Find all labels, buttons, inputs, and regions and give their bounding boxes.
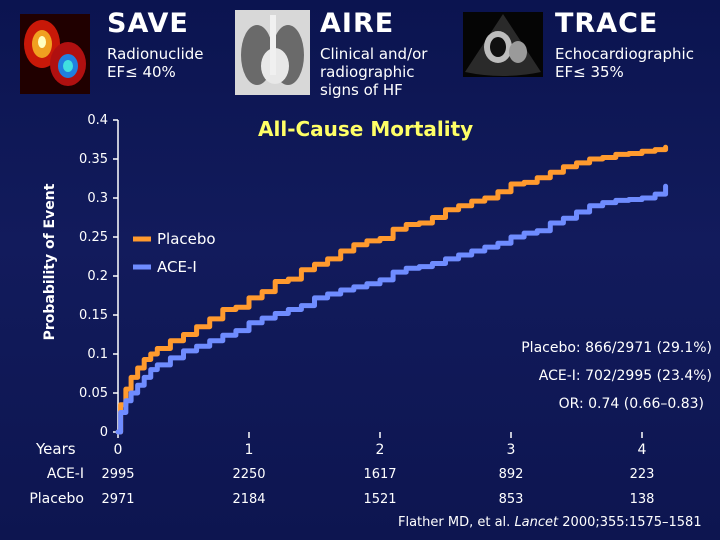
y-tick-label: 0 xyxy=(100,425,108,440)
y-axis-label: Probability of Event xyxy=(42,183,58,340)
citation-author: Flather MD, et al. xyxy=(398,515,515,530)
risk-row-label: Placebo xyxy=(29,491,84,507)
y-tick-label: 0.4 xyxy=(87,113,108,128)
y-tick-label: 0.3 xyxy=(87,191,108,206)
risk-table: ACE-I 2995 2250 1617 892 223 Placebo 2971 2184 15… xyxy=(29,466,654,507)
legend-label-placebo: Placebo xyxy=(157,230,216,248)
citation-journal: Lancet xyxy=(514,515,559,530)
x-tick-label: 0 xyxy=(114,442,123,458)
y-tick-label: 0.25 xyxy=(79,230,108,245)
chest-xray-image xyxy=(235,10,310,95)
series-line-acei xyxy=(115,183,669,435)
x-tick-label: 1 xyxy=(245,442,254,458)
trial-description: Radionuclide EF≤ 40% xyxy=(107,45,204,81)
citation: Flather MD, et al. Lancet 2000;355:1575–… xyxy=(398,515,702,530)
trial-description: Echocardiographic EF≤ 35% xyxy=(555,45,694,81)
risk-cell: 1521 xyxy=(363,492,396,507)
risk-row-label: ACE-I xyxy=(47,466,84,482)
y-tick-label: 0.35 xyxy=(79,152,108,167)
risk-cell: 2971 xyxy=(101,492,134,507)
trial-desc-line: Echocardiographic xyxy=(555,45,694,63)
trial-desc-line: EF≤ 35% xyxy=(555,63,624,81)
citation-details: 2000;355:1575–1581 xyxy=(558,515,702,530)
trial-aire: AIRE Clinical and/or radiographic signs … xyxy=(320,8,427,99)
echocardiogram-image xyxy=(463,12,543,77)
x-tick-label: 2 xyxy=(376,442,385,458)
risk-cell: 223 xyxy=(630,467,655,482)
chart-series xyxy=(115,144,669,435)
chart-title: All-Cause Mortality xyxy=(258,117,474,141)
chart-legend: Placebo ACE-I xyxy=(133,230,216,276)
trial-name: AIRE xyxy=(320,8,395,39)
chart-axes: 0 0.05 0.1 0.15 0.2 0.25 0.3 0.35 0.4 0 1 2 3 4 Probab… xyxy=(35,113,647,458)
trial-save: SAVE Radionuclide EF≤ 40% xyxy=(107,8,204,81)
acei-stat: ACE-I: 702/2995 (23.4%) xyxy=(538,368,712,384)
trial-desc-line: Radionuclide xyxy=(107,45,204,63)
trial-name: TRACE xyxy=(555,8,659,39)
trial-trace: TRACE Echocardiographic EF≤ 35% xyxy=(555,8,694,81)
trial-name: SAVE xyxy=(107,8,189,39)
y-tick-label: 0.15 xyxy=(79,308,108,323)
series-line-placebo xyxy=(115,144,669,435)
legend-label-acei: ACE-I xyxy=(157,258,197,276)
x-tick-label: 4 xyxy=(638,442,647,458)
y-tick-label: 0.2 xyxy=(87,269,108,284)
x-tick-label: 3 xyxy=(507,442,516,458)
risk-cell: 1617 xyxy=(363,467,396,482)
risk-cell: 138 xyxy=(630,492,655,507)
y-tick-label: 0.05 xyxy=(79,386,108,401)
trial-desc-line: radiographic xyxy=(320,63,415,81)
trial-desc-line: EF≤ 40% xyxy=(107,63,176,81)
nuclear-scan-image xyxy=(20,14,90,94)
x-axis-label: Years xyxy=(35,440,76,458)
risk-cell: 853 xyxy=(499,492,524,507)
odds-ratio-stat: OR: 0.74 (0.66–0.83) xyxy=(558,396,704,412)
risk-cell: 892 xyxy=(499,467,524,482)
risk-cell: 2250 xyxy=(232,467,265,482)
placebo-stat: Placebo: 866/2971 (29.1%) xyxy=(521,340,712,356)
trial-desc-line: signs of HF xyxy=(320,81,403,99)
trial-desc-line: Clinical and/or xyxy=(320,45,428,63)
risk-cell: 2995 xyxy=(101,467,134,482)
y-tick-label: 0.1 xyxy=(87,347,108,362)
risk-cell: 2184 xyxy=(232,492,265,507)
trial-description: Clinical and/or radiographic signs of HF xyxy=(320,45,427,99)
